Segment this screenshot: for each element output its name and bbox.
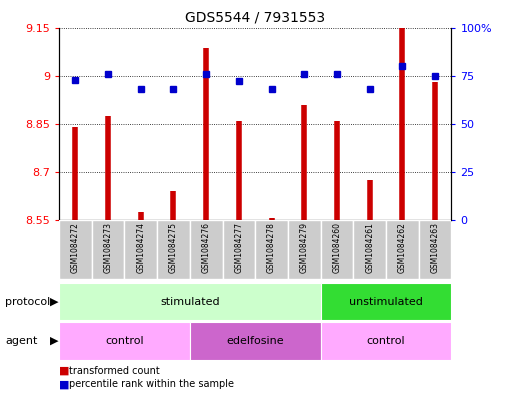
Text: GSM1084278: GSM1084278 xyxy=(267,222,276,273)
Bar xyxy=(59,220,92,279)
Bar xyxy=(386,220,419,279)
Text: stimulated: stimulated xyxy=(160,297,220,307)
Bar xyxy=(92,220,125,279)
Text: GSM1084276: GSM1084276 xyxy=(202,222,211,273)
Text: control: control xyxy=(367,336,405,346)
Text: edelfosine: edelfosine xyxy=(226,336,284,346)
Bar xyxy=(124,220,157,279)
Text: protocol: protocol xyxy=(5,297,50,307)
Text: ■: ■ xyxy=(59,366,69,376)
Text: GSM1084279: GSM1084279 xyxy=(300,222,309,273)
Text: transformed count: transformed count xyxy=(69,366,160,376)
Text: ■: ■ xyxy=(59,379,69,389)
Bar xyxy=(353,220,386,279)
Text: percentile rank within the sample: percentile rank within the sample xyxy=(69,379,234,389)
Bar xyxy=(59,322,190,360)
Bar xyxy=(190,220,223,279)
Bar xyxy=(321,283,451,320)
Bar xyxy=(223,220,255,279)
Text: GSM1084274: GSM1084274 xyxy=(136,222,145,273)
Text: ▶: ▶ xyxy=(50,297,59,307)
Text: GSM1084263: GSM1084263 xyxy=(430,222,440,273)
Bar xyxy=(190,322,321,360)
Bar xyxy=(255,220,288,279)
Text: GSM1084277: GSM1084277 xyxy=(234,222,243,273)
Text: GSM1084262: GSM1084262 xyxy=(398,222,407,273)
Bar xyxy=(59,283,321,320)
Text: control: control xyxy=(105,336,144,346)
Text: ▶: ▶ xyxy=(50,336,59,346)
Bar xyxy=(321,322,451,360)
Text: GSM1084260: GSM1084260 xyxy=(332,222,342,273)
Text: GSM1084273: GSM1084273 xyxy=(104,222,112,273)
Bar xyxy=(157,220,190,279)
Text: unstimulated: unstimulated xyxy=(349,297,423,307)
Bar xyxy=(321,220,353,279)
Text: GSM1084261: GSM1084261 xyxy=(365,222,374,273)
Bar xyxy=(419,220,451,279)
Title: GDS5544 / 7931553: GDS5544 / 7931553 xyxy=(185,11,325,25)
Text: GSM1084275: GSM1084275 xyxy=(169,222,178,273)
Text: GSM1084272: GSM1084272 xyxy=(71,222,80,273)
Text: agent: agent xyxy=(5,336,37,346)
Bar xyxy=(288,220,321,279)
